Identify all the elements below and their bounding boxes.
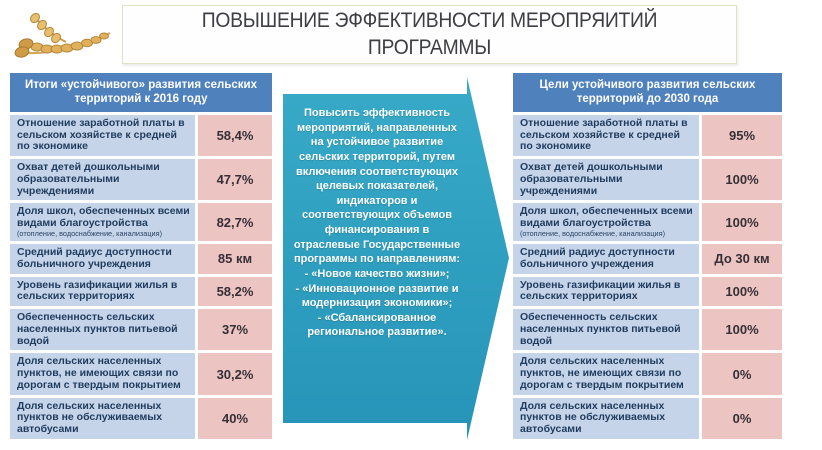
metric-label: Отношение заработной платы в сельском хо… xyxy=(513,114,699,156)
table-row: Отношение заработной платы в сельском хо… xyxy=(10,114,272,156)
metric-label: Доля школ, обеспеченных всеми видами бла… xyxy=(10,203,195,242)
metric-value: 0% xyxy=(702,397,782,439)
table-row: Доля сельских населенных пунктов не обсл… xyxy=(10,397,272,439)
table-row: Обеспеченность сельских населенных пункт… xyxy=(10,309,272,351)
metric-value: До 30 км xyxy=(702,244,782,274)
table-row: Доля школ, обеспеченных всеми видами бла… xyxy=(513,203,782,242)
metric-label: Охват детей дошкольными образовательными… xyxy=(10,159,195,201)
slide-title: ПОВЫШЕНИЕ ЭФФЕКТИВНОСТИ МЕРОПРЯИТИЙ ПРОГ… xyxy=(201,9,658,59)
table-row: Доля сельских населенных пунктов, не име… xyxy=(513,353,782,395)
metric-value: 0% xyxy=(702,353,782,395)
metric-value: 40% xyxy=(198,397,272,439)
metric-value: 100% xyxy=(702,159,782,201)
process-arrow xyxy=(283,77,509,440)
table-row: Доля школ, обеспеченных всеми видами бла… xyxy=(10,203,272,242)
slide-title-box: ПОВЫШЕНИЕ ЭФФЕКТИВНОСТИ МЕРОПРЯИТИЙ ПРОГ… xyxy=(122,5,737,64)
metric-value: 100% xyxy=(702,309,782,351)
metric-note: (отопление, водоснабжение, канализация) xyxy=(17,228,163,238)
metric-label: Доля сельских населенных пунктов, не име… xyxy=(513,353,699,395)
arrow-items: - «Новое качество жизни»; - «Инновационно… xyxy=(291,267,463,340)
results-table-2016: Итоги «устойчивого» развития сельских те… xyxy=(10,73,272,439)
metric-label: Обеспеченность сельских населенных пункт… xyxy=(513,309,699,351)
metric-value: 30,2% xyxy=(198,353,272,395)
table-row: Доля сельских населенных пунктов не обсл… xyxy=(513,397,782,439)
metric-label: Уровень газификации жилья в сельских тер… xyxy=(10,276,195,307)
arrow-paragraph: Повысить эффективность мероприятий, напр… xyxy=(293,107,461,266)
metric-note: (отопление, водоснабжение, канализация) xyxy=(520,228,666,238)
arrow-list-item: - «Инновационное развитие и модернизация… xyxy=(295,282,459,310)
table-row: Уровень газификации жилья в сельских тер… xyxy=(513,276,782,307)
metric-label: Охват детей дошкольными образовательными… xyxy=(513,159,699,201)
metric-value: 82,7% xyxy=(198,203,272,242)
table-row: Отношение заработной платы в сельском хо… xyxy=(513,114,782,156)
table-row: Охват детей дошкольными образовательными… xyxy=(513,159,782,201)
metric-value: 100% xyxy=(702,276,782,307)
metric-label: Средний радиус доступности больничного у… xyxy=(10,244,195,274)
metric-value: 47,7% xyxy=(198,159,272,201)
metric-value: 58,4% xyxy=(198,114,272,156)
metric-label: Средний радиус доступности больничного у… xyxy=(513,244,699,274)
metric-label: Доля сельских населенных пунктов, не име… xyxy=(10,353,195,395)
metric-label: Доля сельских населенных пунктов не обсл… xyxy=(10,397,195,439)
metric-label: Отношение заработной платы в сельском хо… xyxy=(10,114,195,156)
metric-value: 85 км xyxy=(198,244,272,274)
metric-label: Доля сельских населенных пунктов не обсл… xyxy=(513,397,699,439)
goals-table-header: Цели устойчивого развития сельских терри… xyxy=(513,73,782,112)
metric-value: 95% xyxy=(702,114,782,156)
results-table-header: Итоги «устойчивого» развития сельских те… xyxy=(10,73,272,112)
wheat-icon xyxy=(14,12,111,58)
metric-value: 37% xyxy=(198,309,272,351)
arrow-list-item: - «Сбалансированное региональное развити… xyxy=(307,311,447,339)
metric-value: 58,2% xyxy=(198,276,272,307)
metric-value: 100% xyxy=(702,203,782,242)
table-row: Средний радиус доступности больничного у… xyxy=(10,244,272,274)
metric-label: Уровень газификации жилья в сельских тер… xyxy=(513,276,699,307)
metric-label: Обеспеченность сельских населенных пункт… xyxy=(10,309,195,351)
arrow-text: Повысить эффективность мероприятий, напр… xyxy=(291,106,463,340)
metric-label: Доля школ, обеспеченных всеми видами бла… xyxy=(513,203,699,242)
arrow-list-item: - «Новое качество жизни»; xyxy=(304,267,450,280)
table-row: Средний радиус доступности больничного у… xyxy=(513,244,782,274)
table-row: Уровень газификации жилья в сельских тер… xyxy=(10,276,272,307)
table-row: Охват детей дошкольными образовательными… xyxy=(10,159,272,201)
table-row: Обеспеченность сельских населенных пункт… xyxy=(513,309,782,351)
table-row: Доля сельских населенных пунктов, не име… xyxy=(10,353,272,395)
goals-table-2030: Цели устойчивого развития сельских терри… xyxy=(513,73,782,439)
